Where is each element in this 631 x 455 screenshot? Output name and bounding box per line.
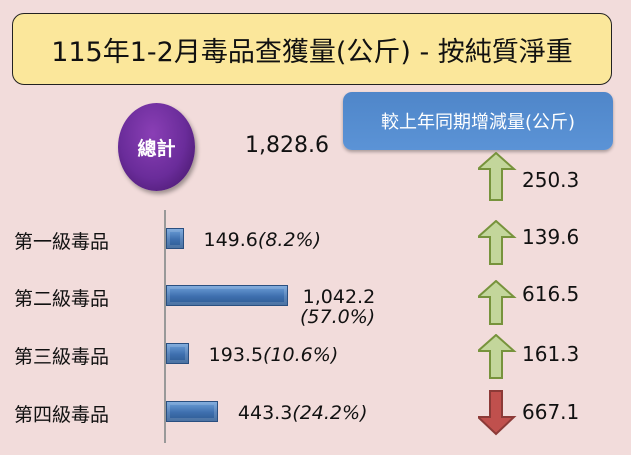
change-value: 161.3	[522, 342, 580, 366]
value-number: 149.6	[203, 229, 258, 251]
percent-label: (24.2%)	[292, 402, 368, 424]
category-label: 第二級毒品	[14, 288, 110, 310]
change-arrow-down-icon	[478, 390, 517, 436]
total-badge: 總計	[118, 103, 195, 191]
value-number: 1,042.2	[302, 286, 376, 308]
change-arrow-up-icon	[478, 334, 517, 379]
bar	[166, 401, 218, 422]
bar	[166, 343, 189, 364]
value-number: 193.5	[208, 344, 264, 366]
bar	[166, 285, 288, 306]
change-header: 較上年同期增減量(公斤)	[343, 92, 613, 150]
change-arrow-up-icon	[478, 220, 517, 265]
bar	[166, 228, 184, 249]
value-label: 149.6(8.2%)	[204, 229, 322, 251]
total-change-value: 250.3	[522, 168, 580, 192]
total-change-arrow-up-icon	[478, 152, 517, 201]
value-label: 1,042.2 (57.0%)	[300, 287, 375, 327]
category-axis	[164, 210, 166, 443]
percent-label: (57.0%)	[300, 306, 376, 328]
total-value: 1,828.6	[245, 133, 329, 158]
change-value: 139.6	[522, 225, 580, 249]
percent-label: (8.2%)	[257, 229, 322, 251]
category-label: 第四級毒品	[14, 404, 110, 426]
value-label: 193.5(10.6%)	[209, 344, 339, 366]
value-number: 443.3	[237, 402, 293, 424]
category-label: 第一級毒品	[14, 231, 110, 253]
change-arrow-up-icon	[478, 280, 517, 325]
category-label: 第三級毒品	[14, 346, 110, 368]
percent-label: (10.6%)	[263, 344, 339, 366]
total-label: 總計	[137, 137, 176, 160]
change-value: 667.1	[522, 400, 580, 424]
chart-title: 115年1-2月毒品查獲量(公斤) - 按純質淨重	[12, 13, 612, 85]
change-value: 616.5	[522, 282, 580, 306]
value-label: 443.3(24.2%)	[238, 402, 368, 424]
